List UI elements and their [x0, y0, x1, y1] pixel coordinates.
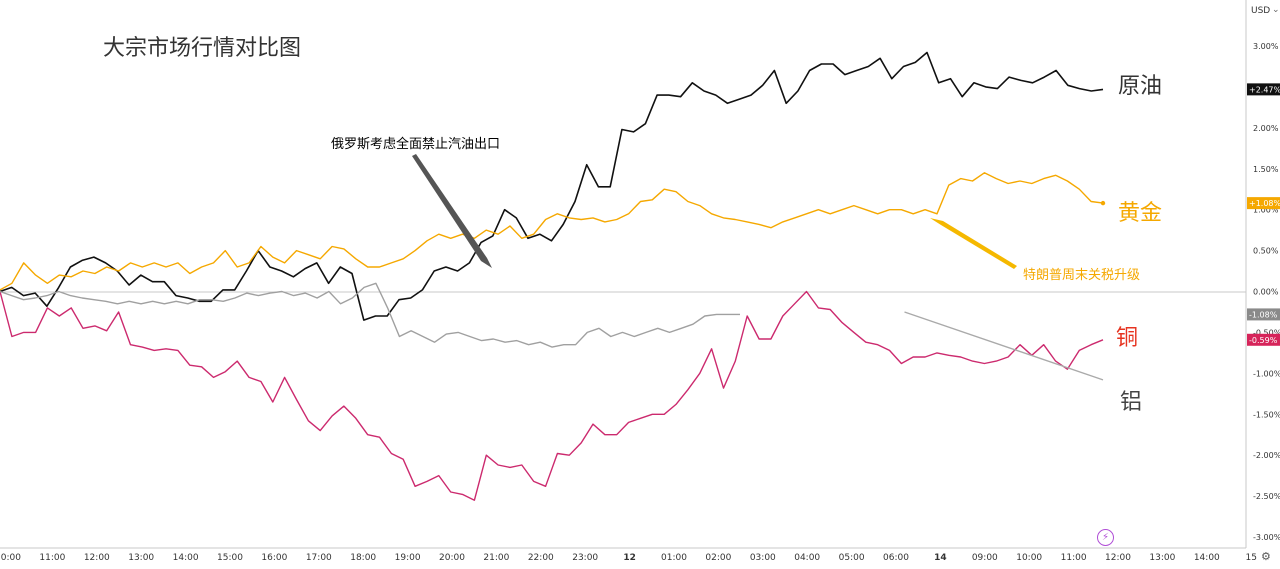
x-tick-label: 10:00: [0, 553, 21, 563]
lightning-icon[interactable]: ⚡: [1097, 529, 1114, 546]
annotation-russia-text: 俄罗斯考虑全面禁止汽油出口: [331, 137, 501, 152]
x-tick-label: 06:00: [883, 553, 909, 563]
series-line: [0, 172, 1104, 291]
y-tick-label: -1.50%: [1253, 410, 1280, 419]
x-tick-label: 12:00: [84, 553, 110, 563]
gear-icon[interactable]: ⚙: [1261, 550, 1271, 563]
last-value-badge: [1247, 197, 1280, 210]
x-tick-label: 14:00: [173, 553, 199, 563]
annotation-russia: 俄罗斯考虑全面禁止汽油出口: [331, 133, 500, 152]
annotation-arrow-gold: [930, 218, 1017, 269]
x-tick-label: 23:00: [572, 553, 598, 563]
x-tick-label: 22:00: [528, 553, 554, 563]
x-tick-label: 15: [1245, 553, 1256, 563]
x-tick-label: 11:00: [1061, 553, 1087, 563]
last-value-badge: [1247, 333, 1280, 346]
y-tick-label: 3.00%: [1253, 42, 1279, 51]
x-tick-label: 21:00: [483, 553, 509, 563]
series-lines: [0, 51, 1106, 501]
x-tick-label: 20:00: [439, 553, 465, 563]
series-line: [0, 282, 740, 348]
y-tick-label: 1.50%: [1253, 165, 1279, 174]
x-tick-label: 17:00: [306, 553, 332, 563]
x-tick-label: 04:00: [794, 553, 820, 563]
x-tick-label: 12: [623, 553, 636, 563]
x-tick-label: 19:00: [395, 553, 421, 563]
x-tick-label: 09:00: [972, 553, 998, 563]
last-value-badge: [1247, 83, 1280, 96]
series-end-dot: [1100, 200, 1106, 206]
y-tick-label: 0.50%: [1253, 247, 1279, 256]
x-tick-label: 11:00: [39, 553, 65, 563]
y-tick-label: 2.00%: [1253, 124, 1279, 133]
y-tick-label: -1.00%: [1253, 369, 1280, 378]
series-line: [0, 51, 1104, 321]
x-tick-label: 16:00: [261, 553, 287, 563]
x-tick-label: 15:00: [217, 553, 243, 563]
x-tick-label: 03:00: [750, 553, 776, 563]
last-value-text: +1.08%: [1249, 199, 1280, 208]
last-value-text: +2.47%: [1249, 85, 1280, 94]
x-tick-label: 10:00: [1016, 553, 1042, 563]
label-gold: 黄金: [1118, 201, 1163, 226]
x-tick-label: 18:00: [350, 553, 376, 563]
x-tick-label: 05:00: [839, 553, 865, 563]
currency-label[interactable]: USD: [1251, 6, 1271, 16]
last-value-badges: +2.47% +1.08% -0.59% -1.08%: [1247, 83, 1280, 346]
annotation-trump: 特朗普周末关税升级: [1023, 264, 1140, 283]
page-title: 大宗市场行情对比图: [103, 36, 302, 61]
y-tick-label: -0.50%: [1253, 328, 1280, 337]
x-tick-label: 14: [934, 553, 947, 563]
annotation-trump-text: 特朗普周末关税升级: [1023, 268, 1141, 283]
x-tick-label: 13:00: [128, 553, 154, 563]
last-value-badge: [1247, 308, 1280, 321]
label-copper: 铜: [1116, 326, 1139, 351]
y-tick-label: -2.00%: [1253, 451, 1280, 460]
annotation-arrow-crude: [412, 154, 492, 268]
last-value-text: -0.59%: [1249, 336, 1278, 345]
x-tick-label: 01:00: [661, 553, 687, 563]
y-tick-label: -2.50%: [1253, 492, 1280, 501]
series-line: [0, 290, 1104, 501]
y-axis-ticks: 3.00%2.50%2.00%1.50%1.00%0.50%0.00%-0.50…: [1253, 42, 1280, 542]
trend-line: [904, 311, 1104, 381]
x-tick-label: 12:00: [1105, 553, 1131, 563]
y-tick-label: 1.00%: [1253, 206, 1279, 215]
x-tick-label: 02:00: [705, 553, 731, 563]
annotation-arrows: [412, 154, 1017, 269]
x-axis-ticks: 10:00 11:00 12:00 13:00 14:00 15:00 16:00 17:00…: [0, 553, 1257, 563]
label-crude: 原油: [1118, 74, 1163, 99]
y-tick-label: 0.00%: [1253, 288, 1279, 297]
y-tick-label: -3.00%: [1253, 533, 1280, 542]
chevron-down-icon[interactable]: ⌄: [1272, 5, 1280, 15]
label-aluminum: 铝: [1120, 390, 1143, 415]
x-tick-label: 13:00: [1149, 553, 1175, 563]
last-value-text: -1.08%: [1249, 310, 1278, 319]
x-tick-label: 14:00: [1194, 553, 1220, 563]
